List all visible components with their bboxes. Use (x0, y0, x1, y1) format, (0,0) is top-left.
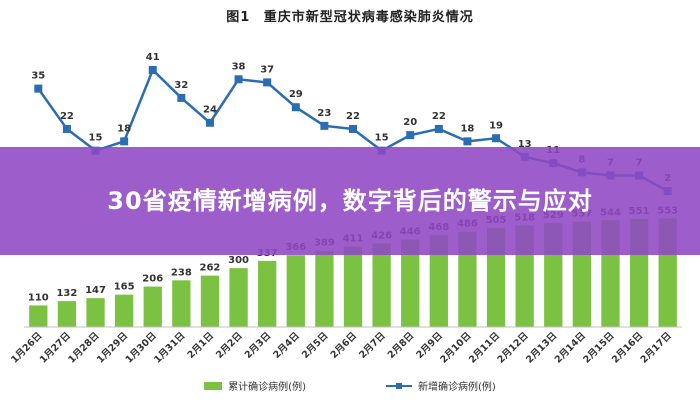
legend-label-new: 新增确诊病例(例) (418, 382, 496, 393)
bar-value-label: 147 (85, 285, 106, 296)
line-point-14 (406, 131, 415, 140)
line-point-1 (34, 84, 43, 93)
bar-cumulative-6 (172, 280, 191, 327)
bar-cumulative-3 (86, 298, 105, 327)
line-value-label: 15 (89, 133, 103, 144)
line-value-label: 37 (260, 64, 274, 75)
bar-value-label: 300 (228, 255, 249, 266)
bar-value-label: 165 (114, 282, 135, 293)
line-point-4 (120, 137, 129, 146)
figure-label: 图1 (226, 10, 251, 25)
line-point-16 (463, 137, 472, 146)
line-value-label: 19 (489, 120, 503, 131)
line-point-8 (234, 75, 243, 84)
line-point-12 (349, 124, 357, 133)
bar-cumulative-5 (143, 286, 162, 327)
bar-cumulative-15 (429, 235, 448, 327)
chart-legend: 累计确诊病例(例) 新增确诊病例(例) (0, 378, 700, 393)
bar-value-label: 132 (56, 288, 77, 299)
bar-cumulative-9 (258, 260, 277, 327)
bar-cumulative-14 (401, 239, 420, 327)
bar-value-label: 262 (200, 263, 221, 274)
bar-cumulative-12 (343, 246, 363, 327)
legend-swatch-bar (204, 381, 223, 390)
chart-title: 图1 重庆市新型冠状病毒感染肺炎情况 (0, 6, 700, 25)
line-value-label: 22 (60, 111, 74, 122)
line-value-label: 41 (146, 52, 160, 63)
line-value-label: 29 (289, 89, 303, 100)
bar-cumulative-1 (29, 305, 48, 327)
line-point-6 (177, 93, 186, 102)
line-point-11 (320, 121, 329, 130)
x-tick-label: 2月7日 (357, 330, 388, 361)
x-tick-label: 2月3日 (243, 330, 274, 361)
line-value-label: 15 (375, 133, 389, 144)
bar-value-label: 206 (142, 274, 163, 285)
bar-cumulative-4 (114, 294, 134, 327)
x-axis: 1月26日1月27日1月28日1月29日1月30日1月31日2月1日2月2日2月… (9, 326, 682, 366)
bar-cumulative-11 (315, 250, 334, 327)
legend-swatch-line (386, 382, 412, 390)
x-tick-label: 2月4日 (271, 330, 302, 361)
bar-cumulative-7 (200, 275, 220, 327)
bar-value-label: 110 (28, 292, 49, 303)
line-point-15 (434, 124, 443, 133)
bar-cumulative-13 (372, 243, 391, 327)
line-point-9 (263, 78, 272, 87)
line-point-17 (492, 134, 501, 143)
x-tick-label: 2月5日 (300, 330, 331, 361)
headline-banner: 30省疫情新增病例，数字背后的警示与应对 (0, 147, 700, 255)
legend-label-cumulative: 累计确诊病例(例) (228, 382, 306, 393)
line-value-label: 23 (317, 108, 331, 119)
line-value-label: 32 (174, 80, 188, 91)
x-tick-label: 2月17日 (639, 330, 674, 365)
bar-cumulative-10 (286, 255, 305, 327)
line-value-label: 13 (518, 139, 532, 150)
x-tick-label: 2月1日 (186, 330, 217, 361)
legend-item-cumulative: 累计确诊病例(例) (204, 378, 306, 393)
line-value-label: 18 (117, 123, 131, 134)
line-value-label: 20 (403, 117, 417, 128)
line-value-label: 24 (203, 105, 217, 116)
line-point-5 (148, 66, 157, 74)
bar-value-label: 238 (171, 267, 192, 278)
bar-cumulative-16 (458, 231, 477, 327)
line-value-label: 22 (346, 111, 360, 122)
x-tick-label: 2月6日 (329, 330, 360, 361)
line-point-2 (62, 124, 71, 133)
line-point-7 (205, 118, 214, 127)
x-tick-label: 2月2日 (214, 330, 245, 361)
chart-title-text: 重庆市新型冠状病毒感染肺炎情况 (263, 10, 474, 25)
line-point-10 (291, 103, 300, 112)
bar-cumulative-2 (57, 301, 77, 327)
line-value-label: 35 (31, 71, 45, 82)
line-value-label: 18 (460, 123, 474, 134)
line-value-label: 22 (432, 111, 446, 122)
line-value-label: 38 (232, 61, 246, 72)
x-tick-label: 1月31日 (152, 330, 187, 365)
bar-cumulative-8 (229, 268, 248, 327)
headline-text: 30省疫情新增病例，数字背后的警示与应对 (107, 187, 593, 215)
legend-item-new: 新增确诊病例(例) (386, 378, 496, 393)
x-tick-label: 2月8日 (386, 330, 417, 361)
